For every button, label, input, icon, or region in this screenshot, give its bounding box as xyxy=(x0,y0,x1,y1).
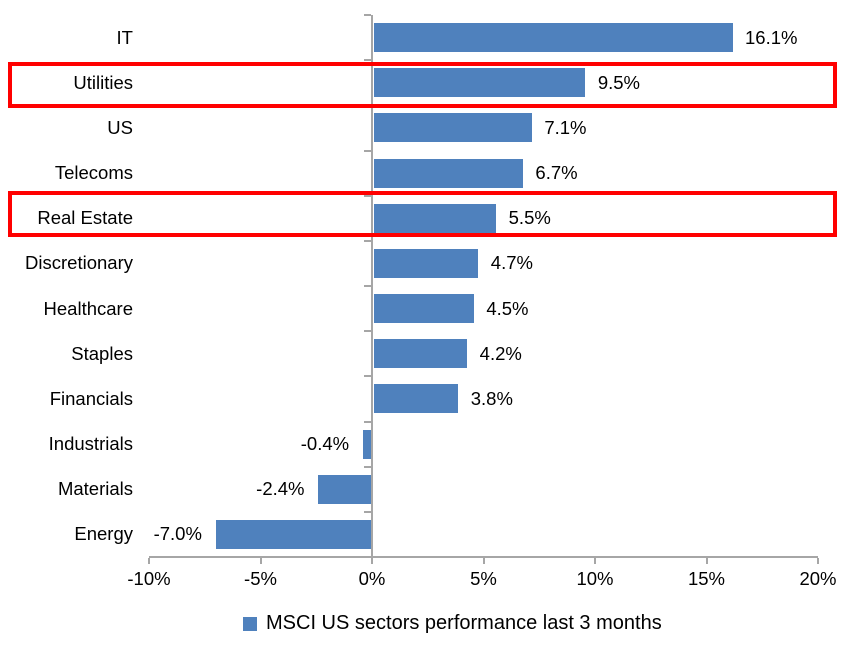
category-label-discretionary: Discretionary xyxy=(25,252,133,274)
value-axis-tick xyxy=(482,558,485,564)
legend: MSCI US sectors performance last 3 month… xyxy=(243,611,662,635)
category-label-real-estate: Real Estate xyxy=(37,207,133,229)
x-tick-label: 15% xyxy=(687,568,726,589)
category-axis-tick xyxy=(364,285,371,288)
value-label-discretionary: 4.7% xyxy=(490,252,533,274)
legend-swatch-icon xyxy=(243,617,257,631)
value-label-industrials: -0.4% xyxy=(300,433,350,455)
value-label-materials: -2.4% xyxy=(256,478,305,500)
category-label-healthcare: Healthcare xyxy=(43,297,133,319)
x-tick-label: 10% xyxy=(576,568,614,589)
category-axis-tick xyxy=(364,465,371,468)
value-label-healthcare: 4.5% xyxy=(486,297,529,319)
value-label-real-estate: 5.5% xyxy=(508,207,551,229)
category-label-utilities: Utilities xyxy=(73,71,133,93)
bar-utilities xyxy=(373,68,586,98)
category-axis-line xyxy=(371,15,373,557)
category-label-industrials: Industrials xyxy=(48,433,133,455)
value-axis-tick xyxy=(259,558,262,564)
value-label-it: 16.1% xyxy=(745,26,798,48)
category-label-materials: Materials xyxy=(57,478,133,500)
value-label-energy: -7.0% xyxy=(153,523,202,545)
value-axis-tick xyxy=(705,558,708,564)
x-tick-label: 0% xyxy=(358,568,386,589)
value-label-telecoms: 6.7% xyxy=(535,162,578,184)
category-axis-tick xyxy=(364,14,371,16)
bar-us xyxy=(373,113,532,143)
bar-telecoms xyxy=(373,158,523,188)
category-axis-tick xyxy=(364,149,371,152)
category-axis-tick xyxy=(364,59,371,62)
category-axis-tick xyxy=(364,510,371,513)
plot-area: IT 16.1% Utilities 9.5% US 7.1% Telecoms 6.7% Re… xyxy=(8,14,837,589)
category-label-financials: Financials xyxy=(49,387,133,409)
category-label-it: IT xyxy=(116,26,133,48)
value-axis-tick xyxy=(594,558,596,564)
bar-it xyxy=(373,23,733,53)
category-axis-tick xyxy=(364,194,371,197)
bar-financials xyxy=(373,384,459,414)
bar-materials xyxy=(318,474,372,504)
category-axis-tick xyxy=(364,420,371,423)
value-label-staples: 4.2% xyxy=(479,342,522,364)
value-label-utilities: 9.5% xyxy=(597,71,641,93)
value-axis-line xyxy=(149,556,818,558)
category-axis-tick xyxy=(364,239,371,242)
legend-label: MSCI US sectors performance last 3 month… xyxy=(266,612,662,634)
bar-healthcare xyxy=(373,294,474,324)
bar-real-estate xyxy=(373,203,497,233)
highlight-box-utilities xyxy=(8,61,837,109)
x-tick-label: 5% xyxy=(470,568,497,589)
bar-discretionary xyxy=(373,248,479,278)
highlight-box-real-estate xyxy=(8,190,837,238)
category-axis-tick xyxy=(364,330,371,333)
x-tick-label: -5% xyxy=(244,568,277,589)
category-axis-tick xyxy=(364,375,371,378)
category-label-us: US xyxy=(107,116,133,138)
value-axis-tick xyxy=(817,558,819,564)
x-tick-label: 20% xyxy=(799,568,837,589)
bar-energy xyxy=(215,519,372,549)
value-label-us: 7.1% xyxy=(544,116,587,138)
category-label-telecoms: Telecoms xyxy=(54,162,133,184)
value-axis-tick xyxy=(371,558,373,564)
bar-industrials xyxy=(363,429,372,459)
category-label-staples: Staples xyxy=(71,342,133,364)
x-tick-label: -10% xyxy=(127,568,171,589)
category-label-energy: Energy xyxy=(74,523,133,545)
value-label-financials: 3.8% xyxy=(470,387,513,409)
bar-staples xyxy=(373,339,468,369)
value-axis-tick xyxy=(148,558,150,564)
